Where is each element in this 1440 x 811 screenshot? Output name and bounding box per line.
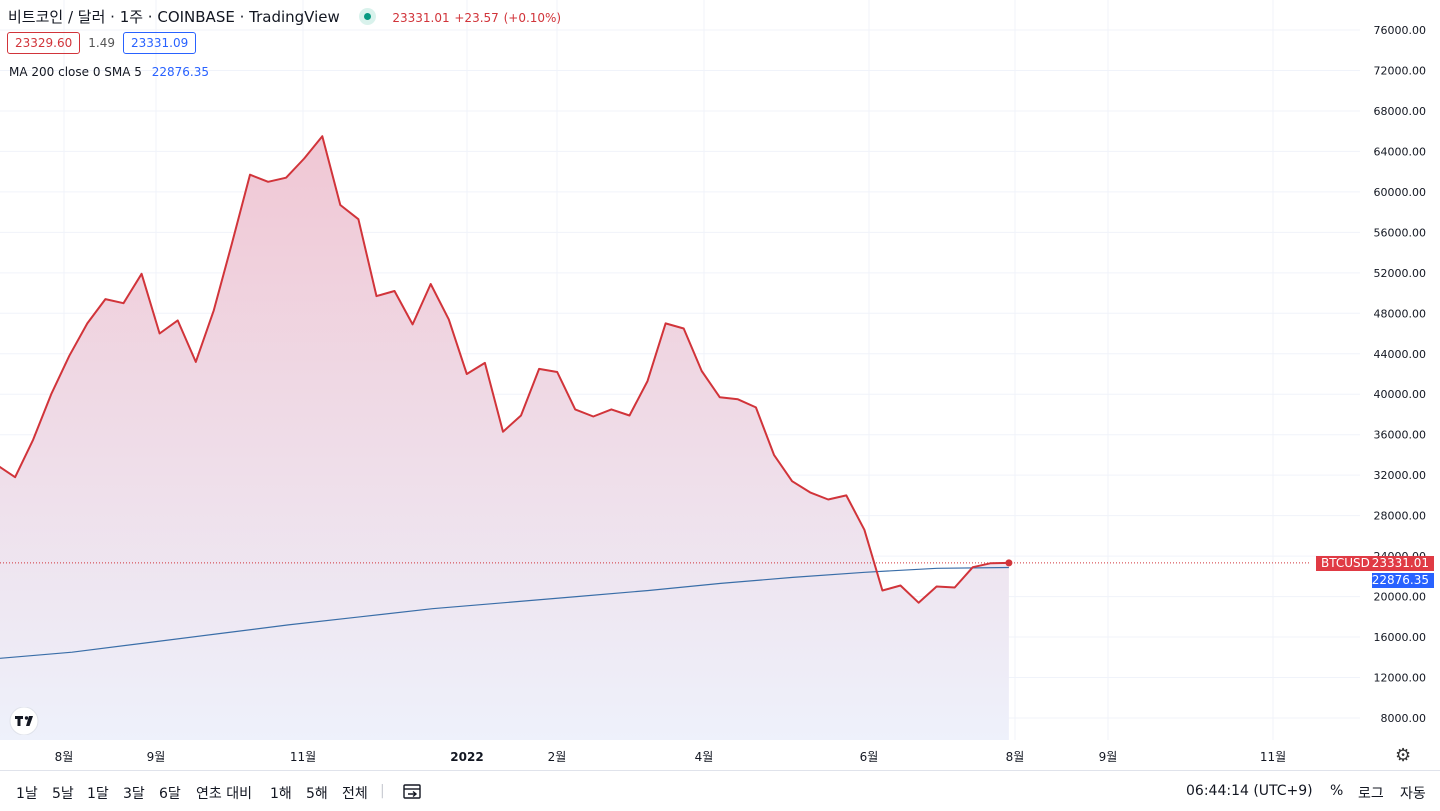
price-chart[interactable]: 8000.0012000.0016000.0020000.0024000.002… bbox=[0, 0, 1440, 770]
y-tick-label: 68000.00 bbox=[1374, 105, 1427, 118]
price-area-fill bbox=[0, 136, 1009, 740]
range-button[interactable]: 1해 bbox=[270, 783, 292, 803]
y-tick-label: 56000.00 bbox=[1374, 226, 1427, 239]
price-badge-value: 23331.01 bbox=[1372, 556, 1429, 571]
range-button[interactable]: 6달 bbox=[159, 783, 181, 803]
toolbar-divider: | bbox=[380, 783, 385, 799]
change-pct-text: (+0.10%) bbox=[504, 11, 562, 25]
range-button[interactable]: 1달 bbox=[87, 783, 109, 803]
auto-toggle[interactable]: 자동 bbox=[1400, 783, 1426, 803]
range-button[interactable]: 연초 대비 bbox=[196, 783, 252, 803]
last-price-text: 23331.01 bbox=[392, 11, 449, 25]
x-tick-label: 2월 bbox=[548, 750, 567, 764]
y-tick-label: 44000.00 bbox=[1374, 348, 1427, 361]
y-tick-label: 8000.00 bbox=[1381, 712, 1427, 725]
y-tick-label: 48000.00 bbox=[1374, 307, 1427, 320]
chart-legend: 비트코인 / 달러 · 1주 · COINBASE · TradingView … bbox=[8, 6, 561, 27]
indicator-legend[interactable]: MA 200 close 0 SMA 5 22876.35 bbox=[9, 65, 209, 79]
y-tick-label: 64000.00 bbox=[1374, 145, 1427, 158]
ma-badge-value: 22876.35 bbox=[1372, 573, 1429, 588]
y-tick-label: 32000.00 bbox=[1374, 469, 1427, 482]
x-tick-label: 9월 bbox=[1099, 750, 1118, 764]
x-tick-label: 11월 bbox=[290, 750, 316, 764]
symbol-label: BTCUSD bbox=[1321, 556, 1370, 571]
sell-price-button[interactable]: 23329.60 bbox=[7, 32, 80, 54]
y-tick-label: 60000.00 bbox=[1374, 186, 1427, 199]
change-text: +23.57 bbox=[454, 11, 498, 25]
tradingview-logo[interactable] bbox=[9, 707, 39, 735]
y-tick-label: 40000.00 bbox=[1374, 388, 1427, 401]
range-button[interactable]: 1날 bbox=[16, 783, 38, 803]
x-tick-label: 9월 bbox=[147, 750, 166, 764]
y-tick-label: 20000.00 bbox=[1374, 591, 1427, 604]
last-price-dot bbox=[1005, 559, 1012, 566]
range-button[interactable]: 3달 bbox=[123, 783, 145, 803]
buy-price-button[interactable]: 23331.09 bbox=[123, 32, 196, 54]
x-tick-label: 2022 bbox=[450, 750, 483, 764]
range-button[interactable]: 전체 bbox=[342, 783, 368, 803]
range-button[interactable]: 5날 bbox=[52, 783, 74, 803]
log-toggle[interactable]: 로그 bbox=[1358, 783, 1384, 803]
market-status-icon bbox=[359, 8, 376, 25]
chart-title[interactable]: 비트코인 / 달러 · 1주 · COINBASE · TradingView bbox=[8, 8, 340, 26]
x-tick-label: 8월 bbox=[1006, 750, 1025, 764]
x-tick-label: 11월 bbox=[1260, 750, 1286, 764]
price-badge: BTCUSD 23331.01 bbox=[1316, 556, 1434, 571]
ma-value: 22876.35 bbox=[152, 65, 209, 79]
y-tick-label: 36000.00 bbox=[1374, 429, 1427, 442]
range-button[interactable]: 5해 bbox=[306, 783, 328, 803]
y-tick-label: 52000.00 bbox=[1374, 267, 1427, 280]
y-tick-label: 76000.00 bbox=[1374, 24, 1427, 37]
gear-icon[interactable]: ⚙ bbox=[1395, 745, 1411, 766]
y-tick-label: 16000.00 bbox=[1374, 631, 1427, 644]
tradingview-logo-icon bbox=[9, 707, 39, 735]
clock-text[interactable]: 06:44:14 (UTC+9) bbox=[1186, 783, 1313, 799]
ma-label: MA 200 close 0 SMA 5 bbox=[9, 65, 142, 79]
percent-toggle[interactable]: % bbox=[1330, 783, 1343, 799]
y-tick-label: 28000.00 bbox=[1374, 510, 1427, 523]
y-tick-label: 72000.00 bbox=[1374, 64, 1427, 77]
trade-row: 23329.60 1.49 23331.09 bbox=[7, 32, 196, 54]
x-tick-label: 4월 bbox=[695, 750, 714, 764]
x-tick-label: 6월 bbox=[860, 750, 879, 764]
date-range-icon[interactable] bbox=[402, 781, 422, 801]
ma-badge: 22876.35 bbox=[1372, 573, 1434, 588]
y-tick-label: 12000.00 bbox=[1374, 672, 1427, 685]
x-tick-label: 8월 bbox=[55, 750, 74, 764]
y-axis[interactable]: 8000.0012000.0016000.0020000.0024000.002… bbox=[1374, 24, 1427, 725]
bottom-toolbar: 1날 5날 1달 3달 6달 연초 대비 1해 5해 전체 | 06:44:14… bbox=[0, 770, 1440, 811]
spread-text: 1.49 bbox=[88, 36, 115, 50]
x-axis[interactable]: 8월 9월 11월 2022 2월 4월 6월 8월 9월 11월 bbox=[55, 750, 1287, 764]
